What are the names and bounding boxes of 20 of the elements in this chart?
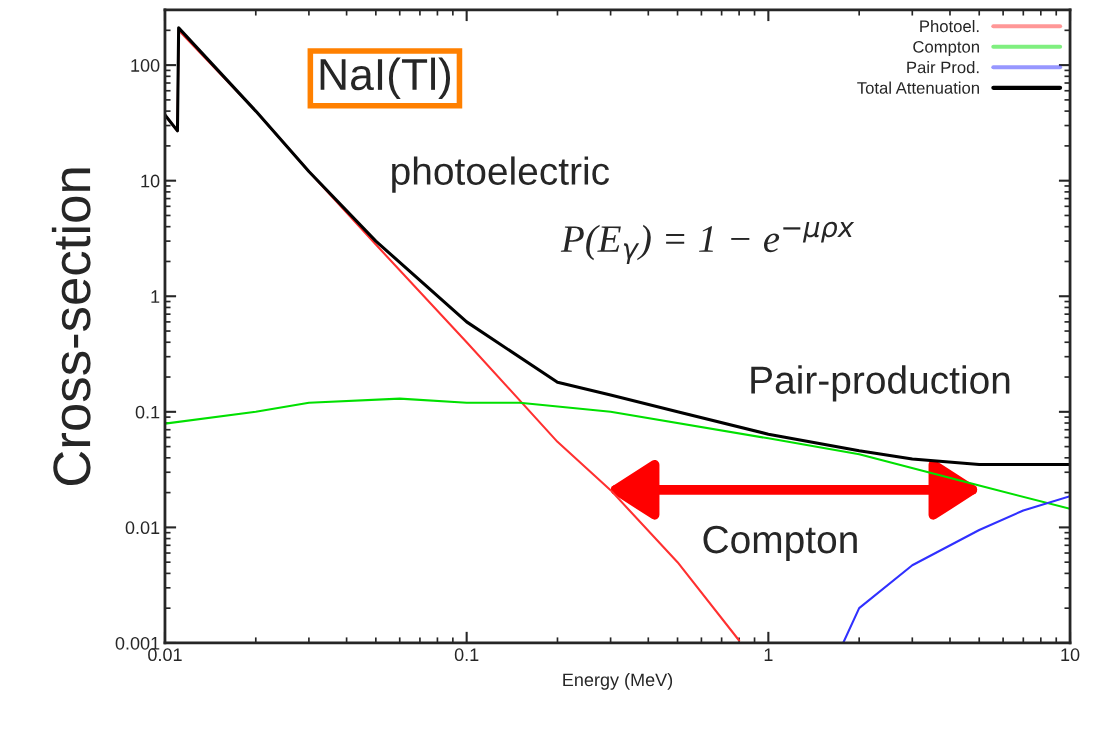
y-tick-label: 0.001: [115, 636, 160, 650]
annotation: Pair-production: [751, 365, 1010, 402]
legend-label: Total Attenuation: [857, 81, 979, 94]
annotation: photoelectric: [392, 156, 610, 193]
annotation: P(E$_{γ}$) = 1 − e$^{−μρx}$: [560, 221, 855, 264]
y-tick-label: 100: [131, 59, 160, 72]
x-tick-label: 1: [764, 648, 773, 661]
y-tick-label: 10: [141, 174, 160, 188]
y-tick-label: 1: [151, 290, 160, 303]
legend-label: Compton: [913, 40, 979, 57]
y-axis-title: Cross-section: [51, 168, 91, 486]
annotation: NaI(Tl): [320, 57, 451, 100]
x-tick-label: 0.1: [454, 648, 479, 662]
y-tick-label: 0.01: [125, 521, 160, 535]
x-axis-title: Energy (MeV): [563, 672, 673, 690]
legend-label: Pair Prod.: [907, 61, 979, 74]
legend-label: Photoel.: [920, 19, 979, 33]
x-tick-label: 10: [1061, 648, 1080, 662]
y-tick-label: 0.1: [135, 405, 160, 419]
annotation: Compton: [703, 525, 857, 562]
